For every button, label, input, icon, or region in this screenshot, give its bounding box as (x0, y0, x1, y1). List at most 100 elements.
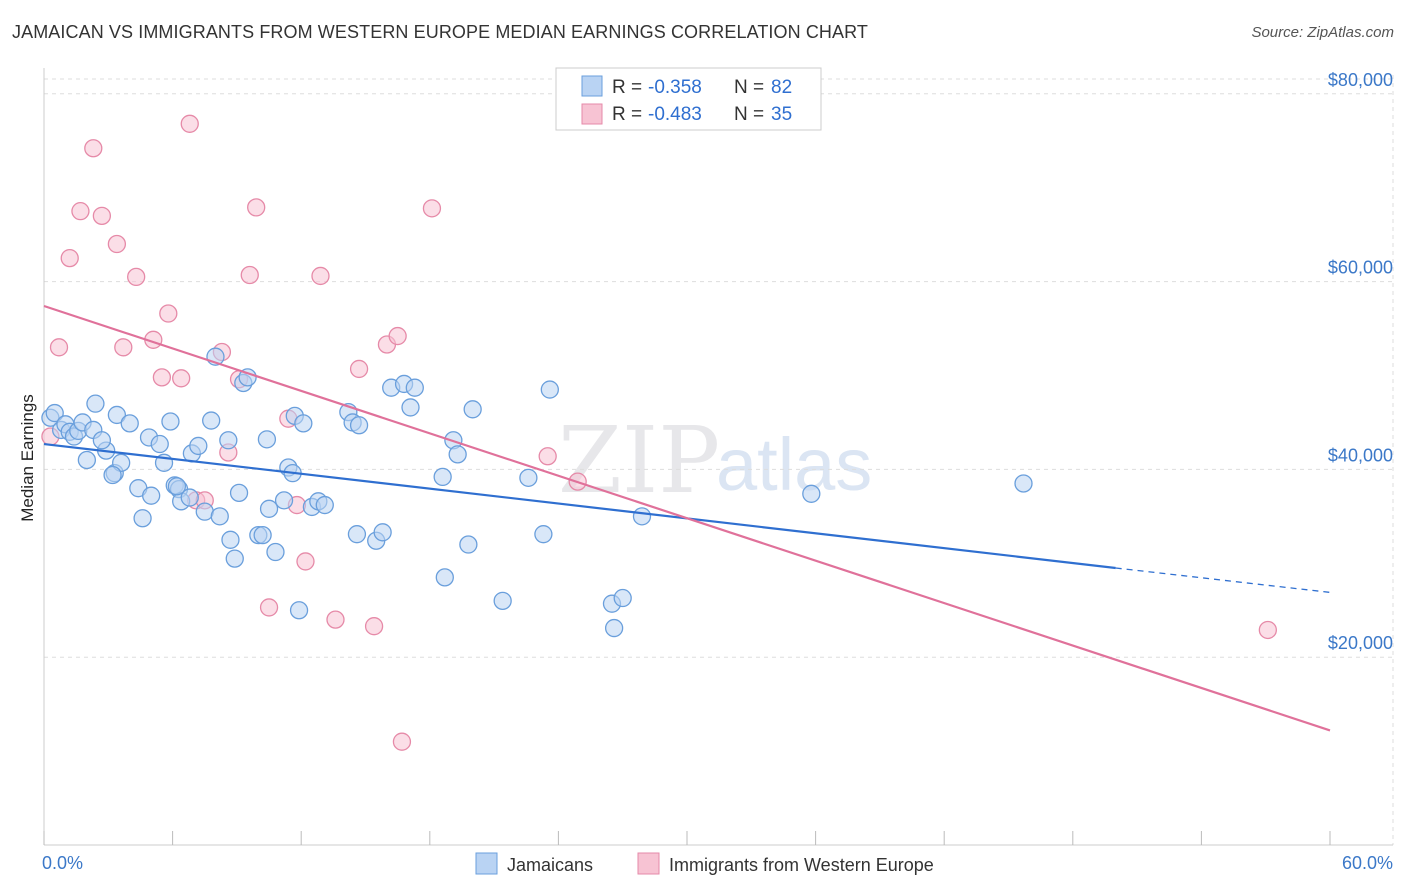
legend-n-label-2: N = (734, 104, 764, 125)
point-jamaicans (289, 601, 309, 620)
point-jamaicans (133, 509, 152, 528)
point-jamaicans (238, 368, 257, 387)
legend-n-value-1: 82 (771, 77, 792, 98)
point-jamaicans (219, 431, 238, 450)
x-tick-label-max: 60.0% (1342, 853, 1393, 873)
axes (43, 68, 1393, 846)
y-tick-labels: $20,000 $40,000 $60,000 $80,000 (1328, 70, 1393, 653)
point-jamaicans (189, 436, 208, 456)
legend-n-value-2: 35 (771, 104, 792, 125)
point-jamaicans (229, 483, 249, 503)
point-jamaicans (349, 416, 369, 435)
point-jamaicans (604, 618, 624, 638)
point-western-europe (107, 234, 127, 254)
point-western-europe (180, 114, 199, 133)
point-jamaicans (92, 431, 112, 450)
y-tick-label: $20,000 (1328, 633, 1393, 653)
point-jamaicans (294, 414, 313, 433)
point-jamaicans (225, 549, 244, 568)
point-jamaicans (167, 477, 187, 496)
point-jamaicans (493, 591, 512, 611)
point-western-europe (311, 266, 330, 286)
point-western-europe (296, 552, 315, 571)
point-jamaicans (103, 465, 122, 485)
point-western-europe (71, 202, 90, 221)
point-western-europe (422, 199, 442, 218)
point-western-europe (60, 248, 79, 268)
point-jamaicans (534, 525, 553, 544)
bottom-legend-swatch-pink (637, 852, 660, 875)
point-jamaicans (459, 535, 478, 554)
point-western-europe (247, 198, 266, 217)
point-jamaicans (274, 491, 294, 510)
point-jamaicans (202, 411, 221, 430)
bottom-legend-swatch-blue (475, 852, 498, 875)
point-jamaicans (401, 398, 420, 417)
trend-line-jamaicans-extrapolated (1115, 567, 1331, 594)
point-western-europe (1258, 620, 1277, 640)
x-tick-label-min: 0.0% (42, 853, 83, 873)
trend-lines (43, 304, 1331, 732)
point-jamaicans (86, 394, 105, 413)
legend-r-label-1: R = (612, 77, 642, 98)
point-western-europe (326, 610, 345, 629)
point-jamaicans (142, 486, 161, 505)
point-western-europe (392, 732, 412, 751)
point-jamaicans (405, 378, 424, 397)
series-jamaicans-points (41, 347, 1033, 638)
trend-line-jamaicans (43, 442, 1116, 570)
bottom-legend-label-jamaicans: Jamaicans (507, 855, 593, 875)
point-jamaicans (802, 484, 821, 503)
point-jamaicans (120, 414, 139, 433)
point-jamaicans (77, 450, 97, 470)
y-axis-label: Median Earnings (18, 394, 37, 522)
point-jamaicans (253, 525, 272, 545)
point-western-europe (114, 338, 133, 357)
legend-n-label-1: N = (734, 77, 764, 98)
watermark-zip: ZIP (558, 407, 720, 514)
legend-swatch-blue (581, 75, 603, 97)
point-jamaicans (613, 588, 632, 608)
point-jamaicans (221, 530, 240, 549)
point-jamaicans (315, 495, 334, 515)
point-jamaicans (540, 380, 559, 399)
legend-r-label-2: R = (612, 104, 642, 125)
point-jamaicans (150, 434, 169, 454)
point-jamaicans (210, 507, 229, 526)
point-western-europe (259, 598, 279, 617)
point-jamaicans (448, 445, 467, 464)
point-jamaicans (347, 525, 367, 544)
trend-line-western-europe (43, 304, 1331, 732)
correlation-legend: R = -0.358 N = 82 R = -0.483 N = 35 (555, 67, 822, 131)
y-tick-label: $60,000 (1328, 258, 1393, 278)
point-jamaicans (45, 403, 64, 423)
point-jamaicans (259, 499, 279, 518)
point-western-europe (240, 265, 259, 285)
series-legend: Jamaicans Immigrants from Western Europe (475, 852, 934, 875)
watermark-atlas: atlas (716, 423, 872, 506)
point-western-europe (388, 326, 407, 346)
y-tick-label: $40,000 (1328, 445, 1393, 465)
point-jamaicans (373, 523, 392, 542)
point-jamaicans (433, 467, 452, 487)
point-western-europe (159, 304, 178, 323)
source-credit: Source: ZipAtlas.com (1251, 24, 1394, 41)
point-western-europe (49, 338, 69, 357)
legend-swatch-pink (581, 103, 603, 125)
point-jamaicans (266, 542, 285, 562)
point-jamaicans (463, 400, 482, 419)
point-western-europe (172, 369, 191, 388)
legend-r-value-2: -0.483 (648, 104, 702, 125)
chart-title: JAMAICAN VS IMMIGRANTS FROM WESTERN EURO… (12, 22, 869, 42)
point-western-europe (349, 359, 369, 379)
point-jamaicans (180, 488, 199, 507)
point-jamaicans (161, 412, 180, 431)
point-western-europe (364, 617, 384, 636)
point-jamaicans (1014, 474, 1033, 493)
point-jamaicans (257, 430, 277, 449)
point-western-europe (152, 368, 172, 387)
y-tick-label: $80,000 (1328, 70, 1393, 90)
legend-r-value-1: -0.358 (648, 77, 702, 98)
point-jamaicans (107, 405, 127, 425)
